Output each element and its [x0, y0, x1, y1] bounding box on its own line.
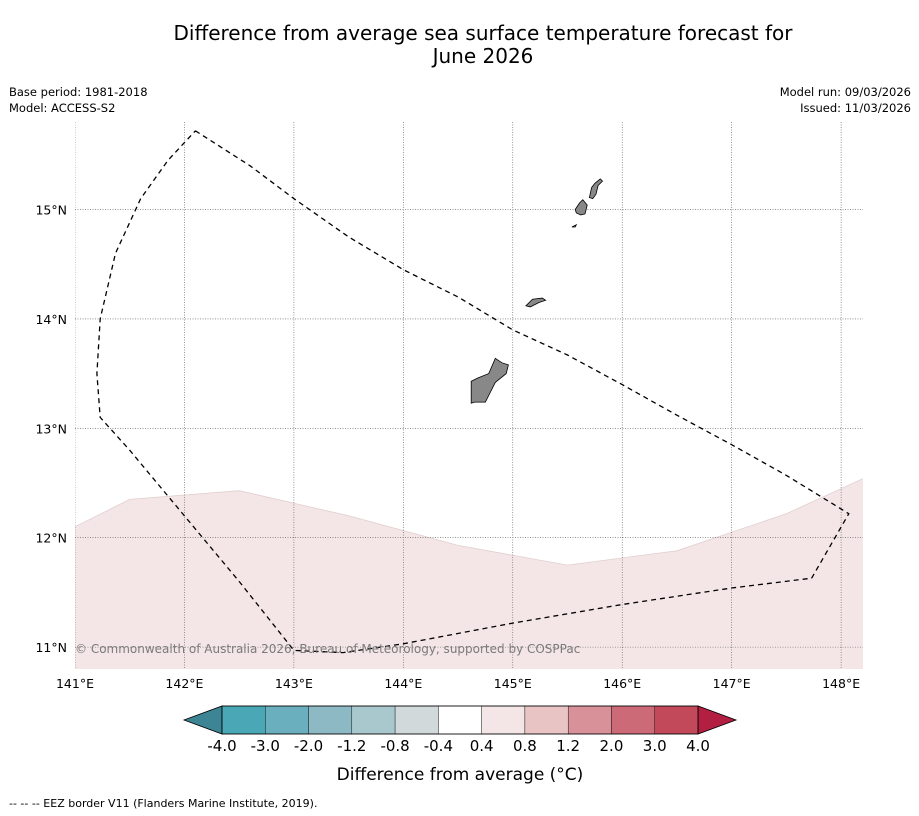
x-tick-label: 141°E [56, 676, 94, 691]
x-tick-label: 146°E [603, 676, 641, 691]
colorbar-tick-label: -3.0 [251, 737, 280, 755]
anomaly-region [75, 478, 863, 669]
colorbar-segment [308, 705, 353, 735]
meta-left: Base period: 1981-2018 Model: ACCESS-S2 [9, 84, 148, 116]
copyright-text: © Commonwealth of Australia 2026, Bureau… [75, 642, 580, 656]
colorbar-segment [567, 705, 612, 735]
colorbar-tick-label: -4.0 [207, 737, 236, 755]
island-tinian [574, 199, 588, 216]
island-guam [470, 357, 509, 404]
x-tick-label: 145°E [494, 676, 532, 691]
x-tick-label: 147°E [713, 676, 751, 691]
colorbar-tick-label: 2.0 [600, 737, 624, 755]
colorbar-segment [481, 705, 526, 735]
colorbar-frame [221, 705, 699, 735]
model-run: Model run: 09/03/2026 [779, 85, 911, 99]
colorbar-tick-label: 1.2 [556, 737, 580, 755]
base-period: Base period: 1981-2018 [9, 85, 148, 99]
colorbar-segment [438, 705, 482, 735]
chart-title-line2: June 2026 [432, 44, 534, 68]
island-saipan [588, 178, 604, 200]
colorbar-segment [351, 705, 396, 735]
anomaly-contour [75, 478, 863, 566]
issued-date: Issued: 11/03/2026 [800, 101, 911, 115]
axis-ticks: 141°E 142°E 143°E 144°E 145°E 146°E 147°E 148°E… [35, 203, 860, 691]
colorbar-tick-label: 4.0 [686, 737, 710, 755]
colorbar: -4.0 -3.0 -2.0 -1.2 -0.8 -0.4 0.4 0.8 1.2 2.0 3.0 4… [182, 705, 738, 755]
colorbar-tick-label: 0.4 [470, 737, 494, 755]
x-tick-label: 148°E [822, 676, 860, 691]
colorbar-segment [394, 705, 439, 735]
y-tick-label: 14°N [35, 312, 67, 327]
colorbar-under-arrow [182, 705, 223, 735]
colorbar-segment [265, 705, 309, 735]
colorbar-segment [524, 705, 569, 735]
colorbar-tick-label: -2.0 [294, 737, 323, 755]
eez-footnote: -- -- -- EEZ border V11 (Flanders Marine… [9, 797, 318, 810]
colorbar-tick-label: -1.2 [337, 737, 366, 755]
colorbar-tick-label: 0.8 [513, 737, 537, 755]
colorbar-segment [654, 705, 699, 735]
chart-title-line1: Difference from average sea surface temp… [173, 21, 793, 45]
x-tick-label: 142°E [165, 676, 203, 691]
anomaly-layer [75, 478, 863, 669]
island-rota [525, 297, 547, 308]
chart-title: Difference from average sea surface temp… [0, 22, 919, 68]
graticule [75, 122, 863, 669]
model-name: Model: ACCESS-S2 [9, 101, 116, 115]
colorbar-segment [221, 705, 266, 735]
colorbar-segment [611, 705, 655, 735]
y-tick-label: 15°N [35, 203, 67, 218]
x-tick-label: 144°E [384, 676, 422, 691]
colorbar-tick-label: -0.8 [380, 737, 409, 755]
meta-right: Model run: 09/03/2026 Issued: 11/03/2026 [780, 84, 911, 116]
colorbar-label: Difference from average (°C) [337, 765, 584, 785]
y-tick-label: 13°N [35, 421, 67, 436]
islands-layer [470, 178, 604, 404]
y-tick-label: 12°N [35, 531, 67, 546]
colorbar-tick-label: -0.4 [424, 737, 453, 755]
x-tick-label: 143°E [275, 676, 313, 691]
eez-boundary-line [96, 130, 850, 654]
eez-layer [96, 130, 850, 654]
colorbar-over-arrow [697, 705, 738, 735]
island-aguijan [571, 223, 578, 228]
y-tick-label: 11°N [35, 640, 67, 655]
colorbar-tick-label: 3.0 [643, 737, 667, 755]
